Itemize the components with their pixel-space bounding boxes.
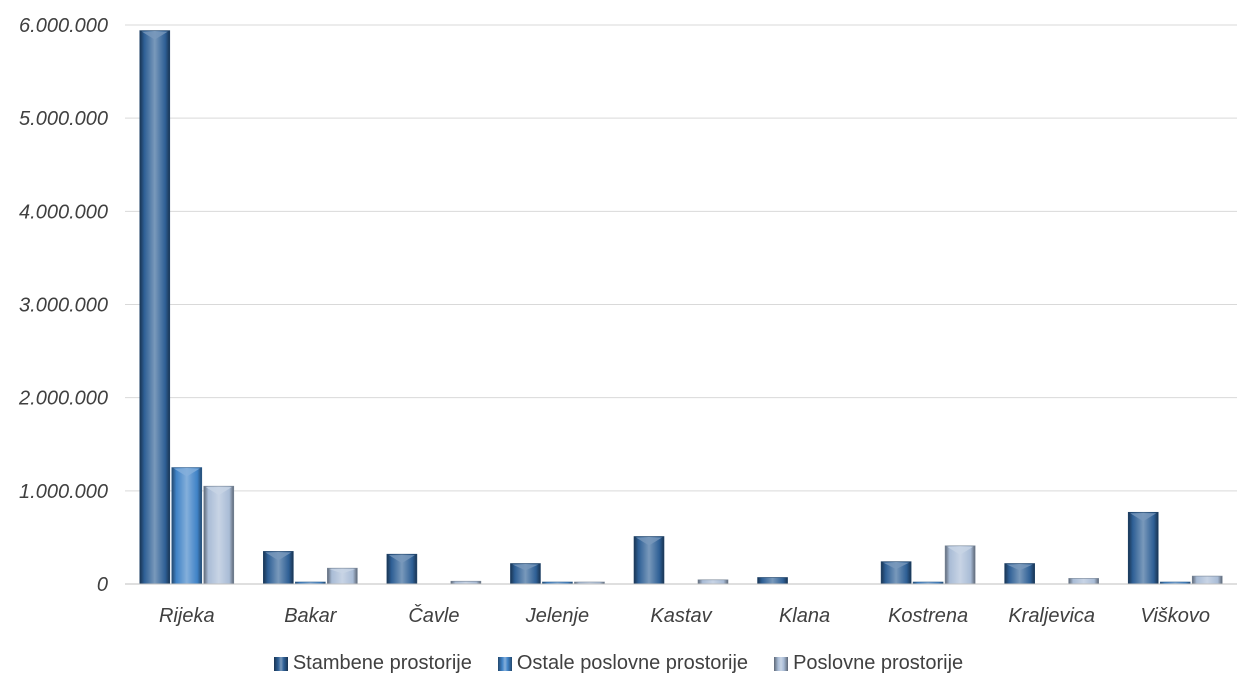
bar-bevel [947, 546, 974, 555]
bar-ostale-poslovne-prostorije-0 [171, 467, 203, 585]
y-axis-tick-labels: 0 1.000.000 2.000.000 3.000.000 4.000.000 5.0… [18, 15, 108, 596]
x-category-label: Rijeka [159, 605, 215, 627]
bar-bevel [205, 487, 232, 496]
legend-label: Poslovne prostorije [793, 652, 964, 674]
x-category-label: Klana [779, 605, 830, 627]
x-category-label: Jelenje [525, 605, 589, 627]
x-category-label: Kraljevica [1008, 605, 1095, 627]
legend-item: Ostale poslovne prostorije [497, 652, 749, 675]
bar-bevel [265, 552, 292, 561]
bar-bevel [388, 555, 415, 564]
bar-bevel [141, 31, 168, 40]
x-category-label: Čavle [408, 604, 459, 627]
legend-item: Stambene prostorije [273, 652, 472, 675]
bar-stambene-prostorije-5 [757, 577, 788, 585]
bar-poslovne-prostorije-4 [697, 579, 729, 585]
y-tick-label: 2.000.000 [18, 388, 108, 410]
bar-stambene-prostorije-8 [1127, 511, 1159, 585]
bar-bevel [329, 569, 356, 574]
bar-poslovne-prostorije-0 [203, 485, 235, 585]
bar-bevel [1006, 564, 1033, 571]
x-category-label: Kastav [650, 605, 712, 627]
legend-swatch [774, 656, 789, 671]
bar-bevel [173, 468, 200, 477]
bar-bevel [512, 564, 539, 571]
bar-bevel [1130, 513, 1157, 522]
y-tick-label: 0 [97, 574, 108, 596]
x-category-label: Viškovo [1140, 605, 1210, 627]
bar-bevel [883, 562, 910, 570]
bars [139, 30, 1223, 585]
x-axis-category-labels: Rijeka Bakar Čavle Jelenje Kastav Klana Kostre… [159, 604, 1210, 627]
x-category-label: Kostrena [888, 605, 968, 627]
legend-label: Ostale poslovne prostorije [516, 652, 749, 674]
bar-bevel [636, 537, 662, 546]
bar-stambene-prostorije-0 [139, 30, 171, 585]
y-tick-label: 6.000.000 [19, 15, 108, 37]
y-tick-label: 1.000.000 [19, 481, 108, 503]
legend-label: Stambene prostorije [292, 652, 472, 674]
gridlines [125, 24, 1237, 492]
x-category-label: Bakar [284, 605, 338, 627]
y-tick-label: 3.000.000 [19, 295, 108, 317]
legend: Stambene prostorije Ostale poslovne prost… [0, 652, 1237, 675]
legend-item: Poslovne prostorije [774, 652, 963, 675]
y-tick-label: 4.000.000 [19, 201, 108, 223]
legend-swatch [273, 656, 288, 671]
bar-poslovne-prostorije-8 [1191, 575, 1223, 585]
legend-swatch [497, 656, 512, 671]
bar-poslovne-prostorije-7 [1068, 578, 1099, 585]
y-tick-label: 5.000.000 [19, 108, 108, 130]
